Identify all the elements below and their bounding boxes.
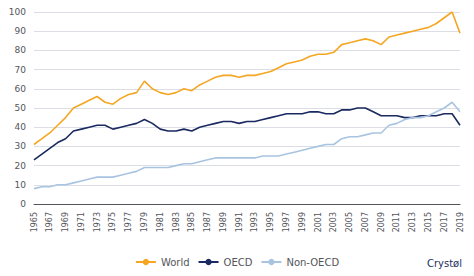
svg-text:1973: 1973 (93, 212, 102, 232)
svg-text:2005: 2005 (345, 212, 354, 232)
svg-text:2017: 2017 (440, 212, 449, 232)
svg-text:30: 30 (15, 141, 27, 151)
svg-text:2001: 2001 (314, 212, 323, 232)
svg-text:Crystøl: Crystøl (427, 258, 462, 269)
svg-text:10: 10 (15, 180, 27, 190)
svg-text:2003: 2003 (329, 212, 338, 232)
svg-text:1999: 1999 (298, 212, 307, 232)
svg-text:100: 100 (9, 7, 26, 17)
svg-text:70: 70 (15, 65, 27, 75)
svg-text:60: 60 (15, 84, 27, 94)
svg-text:2007: 2007 (361, 212, 370, 232)
svg-text:1969: 1969 (61, 212, 70, 232)
svg-text:1967: 1967 (45, 212, 54, 232)
svg-text:2015: 2015 (424, 212, 433, 232)
svg-text:1981: 1981 (156, 212, 165, 232)
svg-text:1991: 1991 (235, 212, 244, 232)
svg-text:Non-OECD: Non-OECD (286, 257, 339, 268)
svg-text:1997: 1997 (282, 212, 291, 232)
svg-text:1993: 1993 (250, 212, 259, 232)
svg-text:OECD: OECD (224, 257, 253, 268)
svg-text:0: 0 (20, 199, 26, 209)
svg-text:1977: 1977 (124, 212, 133, 232)
svg-text:20: 20 (15, 161, 27, 171)
svg-text:2009: 2009 (377, 212, 386, 232)
svg-text:1987: 1987 (203, 212, 212, 232)
svg-text:40: 40 (15, 122, 27, 132)
svg-text:2019: 2019 (456, 212, 465, 232)
svg-text:1965: 1965 (30, 212, 39, 232)
svg-text:1995: 1995 (266, 212, 275, 232)
svg-text:1989: 1989 (219, 212, 228, 232)
svg-text:2011: 2011 (392, 212, 401, 232)
svg-text:1971: 1971 (77, 212, 86, 232)
svg-text:World: World (161, 257, 190, 268)
svg-text:1975: 1975 (108, 212, 117, 232)
svg-text:80: 80 (15, 45, 27, 55)
svg-text:2013: 2013 (408, 212, 417, 232)
svg-text:1985: 1985 (187, 212, 196, 232)
svg-text:50: 50 (15, 103, 27, 113)
svg-text:90: 90 (15, 26, 27, 36)
svg-text:1979: 1979 (140, 212, 149, 232)
svg-text:1983: 1983 (172, 212, 181, 232)
